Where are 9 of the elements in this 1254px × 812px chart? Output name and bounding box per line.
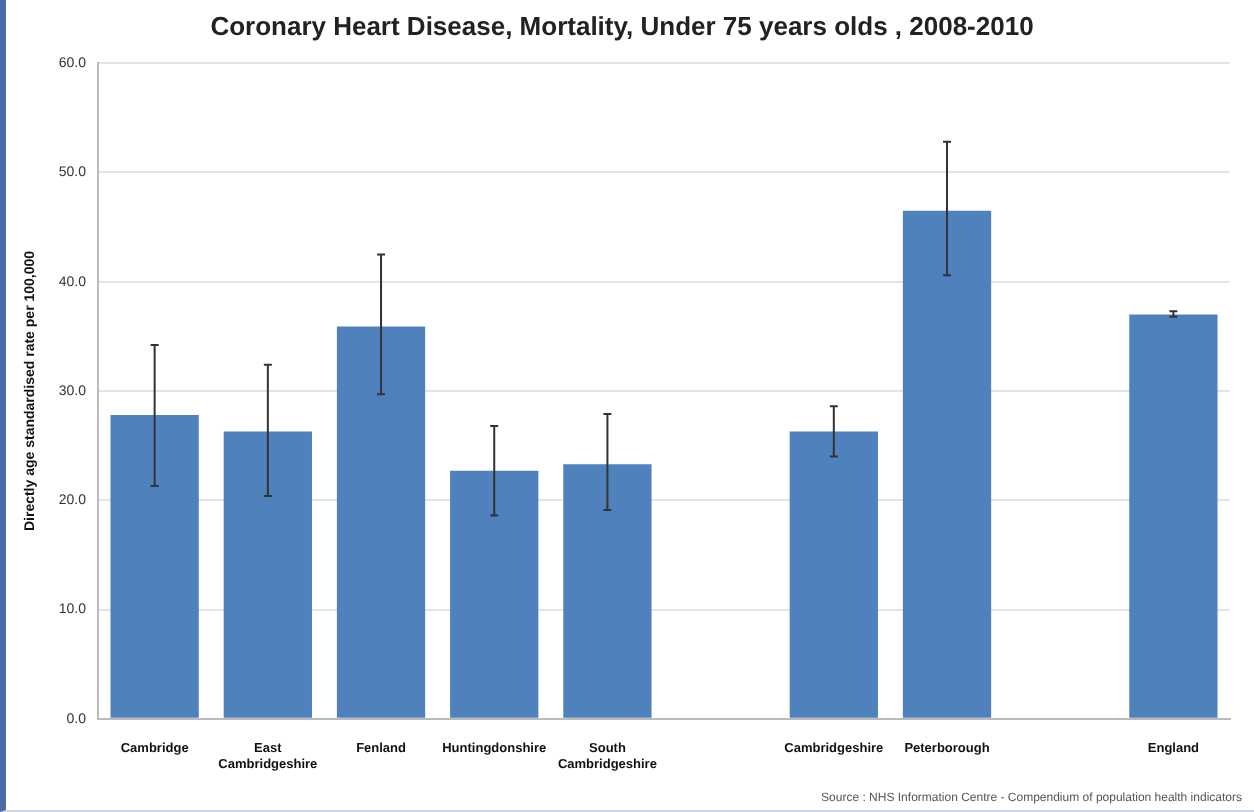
- bar: [1129, 314, 1218, 718]
- chart-title: Coronary Heart Disease, Mortality, Under 75 years olds , 2008-2010: [210, 10, 1034, 41]
- bar: [110, 415, 199, 718]
- bar: [902, 210, 992, 718]
- bar: [789, 431, 878, 718]
- bar: [336, 326, 426, 718]
- bar: [450, 470, 539, 718]
- bar: [223, 431, 312, 718]
- bar: [563, 464, 652, 718]
